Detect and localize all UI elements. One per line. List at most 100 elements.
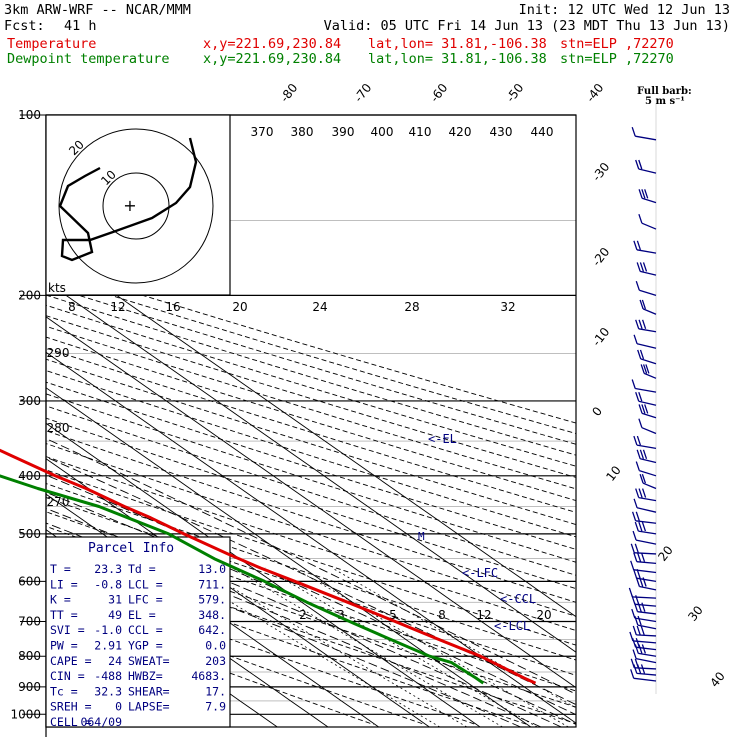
isotherm: [46, 280, 576, 653]
wind-barb-flag: [638, 521, 643, 532]
wind-barb-flag: [633, 498, 638, 509]
dry-adiabat: [46, 264, 576, 424]
wind-barb-column: [628, 104, 657, 694]
wind-barb-flag: [634, 521, 639, 532]
pressure-tick-label: 300: [18, 394, 41, 408]
parcel-marker-m: M: [418, 530, 425, 543]
isotherm-label: 40: [707, 669, 727, 690]
wind-barb-flag: [634, 615, 639, 626]
dewpoint-profile: [0, 474, 485, 685]
wind-barb-flag: [641, 521, 647, 532]
parcel-row-label: LCL =: [128, 577, 163, 591]
mixing-ratio-label: 20: [536, 608, 551, 622]
theta-label: 380: [291, 125, 314, 139]
dry-adiabat: [46, 469, 576, 646]
wind-barb-flag: [638, 404, 643, 414]
parcel-row-label: CAPE =: [50, 654, 92, 668]
wind-barb-flag: [635, 280, 640, 291]
pressure-tick-label: 800: [18, 649, 41, 663]
wind-barb: [638, 652, 657, 657]
parcel-row-value: 348.: [198, 608, 226, 622]
wind-barb-flag: [638, 391, 643, 402]
wind-barb-flag: [638, 418, 643, 428]
wind-barb-flag: [636, 552, 642, 562]
parcel-row-value: -0.8: [94, 577, 122, 591]
wind-barb: [636, 249, 657, 254]
wind-barb-flag: [641, 488, 647, 498]
parcel-row-value: 17.: [205, 684, 226, 698]
parcel-row-value: 13.0: [198, 562, 226, 576]
theta-label: 270: [47, 495, 70, 509]
dry-adiabat: [46, 304, 576, 467]
parcel-info-frame: [45, 536, 231, 728]
parcel-row-value: 24: [108, 654, 122, 668]
hodograph-speed-label: 24: [312, 300, 327, 314]
isotherm-label: -80: [277, 81, 300, 105]
temperature-legend-station: stn=ELP ,72270: [560, 36, 674, 52]
hodograph-speed-label: 8: [68, 300, 76, 314]
wind-barb-flag: [642, 364, 648, 374]
wind-barb: [635, 387, 657, 393]
wind-barb-flag: [637, 615, 642, 626]
temperature-profile: [0, 448, 537, 685]
isotherm-label: -10: [589, 325, 612, 349]
model-title: 3km ARW-WRF -- NCAR/MMM: [4, 2, 191, 18]
wind-barb: [640, 458, 657, 464]
wind-barb-flag: [630, 669, 635, 679]
temperature-legend-latlon: lat,lon= 31.81,-106.38: [368, 36, 547, 52]
parcel-row-label: SVI =: [50, 623, 85, 637]
pressure-tick-label: 400: [18, 469, 41, 483]
wind-barb: [636, 343, 657, 349]
wind-barb-flag: [638, 189, 643, 199]
wind-barb: [637, 624, 657, 630]
parcel-row-value: 4683.: [191, 669, 226, 683]
wind-barb: [641, 222, 657, 230]
isotherm-label: -30: [589, 160, 612, 184]
wind-barb: [635, 657, 657, 664]
isotherm-label: -60: [427, 81, 450, 105]
isotherm: [46, 387, 532, 727]
wind-barb-flag: [639, 349, 645, 360]
temperature-legend-name: Temperature: [7, 36, 97, 52]
hodograph-speed-label: 32: [500, 300, 515, 314]
parcel-row-label: CIN =: [50, 669, 85, 683]
wind-barb-flag: [639, 262, 645, 272]
wind-barb: [639, 585, 657, 591]
pressure-tick-label: 100: [18, 108, 41, 122]
dry-adiabat: [46, 483, 576, 661]
parcel-row-value: -488: [94, 669, 122, 683]
wind-barb: [635, 135, 657, 141]
wind-barb: [636, 634, 657, 637]
mixing-ratio-label: 12: [476, 608, 491, 622]
parcel-row-label: LI =: [50, 577, 78, 591]
wind-barb: [643, 372, 657, 379]
moist-adiabat: [46, 474, 576, 716]
parcel-row-value: 2.91: [94, 639, 122, 653]
hodograph-speed-label: 20: [232, 300, 247, 314]
wind-barb-flag: [633, 435, 638, 446]
dry-adiabat: [46, 284, 576, 445]
pressure-tick-label: 700: [18, 614, 41, 628]
wind-barb: [639, 289, 657, 297]
mixing-ratio-label: 3: [337, 608, 345, 622]
parcel-row-label: SREH =: [50, 700, 92, 714]
moist-adiabat: [46, 438, 576, 695]
hodograph-speed-label: 12: [110, 300, 125, 314]
wind-barb-flag: [636, 240, 642, 251]
theta-label: 370: [251, 125, 274, 139]
wind-barb-flag: [642, 449, 648, 460]
wind-barb-flag: [638, 213, 643, 224]
wind-barb-flag: [641, 189, 646, 199]
pressure-axis: 100 200 300 400 500 600 700 800 900 1000: [10, 108, 41, 721]
isotherm-label: -50: [503, 81, 526, 105]
parcel-row-value: 203: [205, 654, 226, 668]
wind-barb-flag: [636, 262, 641, 272]
isotherm-label: 10: [603, 463, 623, 484]
dry-adiabat: [46, 315, 576, 478]
parcel-row-label: HWBZ=: [128, 669, 163, 683]
wind-barb-flag: [639, 473, 644, 484]
wind-barb: [642, 482, 657, 490]
wind-barb-flag: [635, 159, 640, 170]
wind-barb-flag: [640, 664, 646, 674]
